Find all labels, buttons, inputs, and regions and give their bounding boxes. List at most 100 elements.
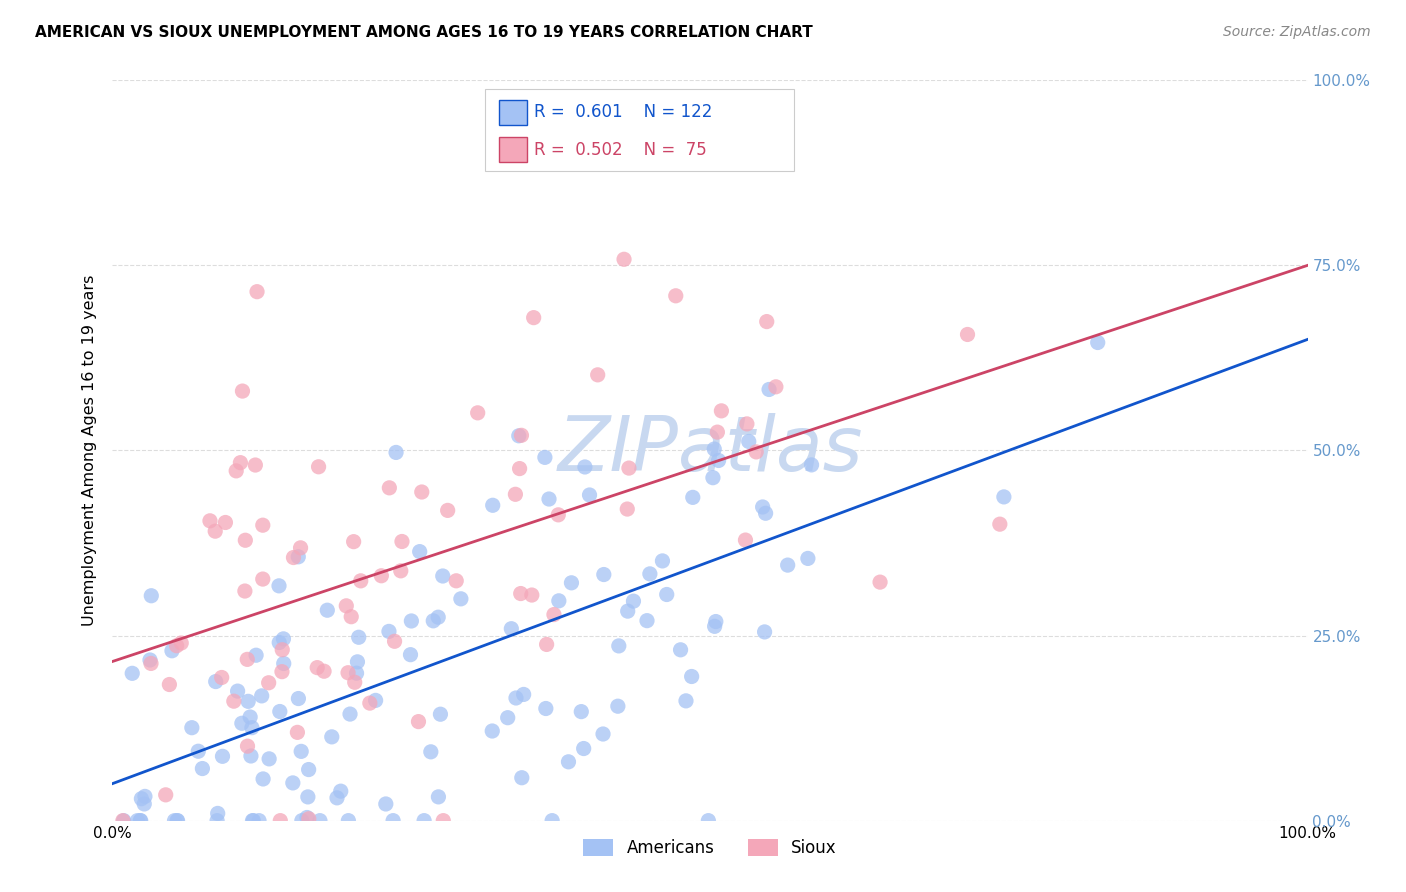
Text: R =  0.601    N = 122: R = 0.601 N = 122: [534, 103, 713, 121]
Sioux: [411, 485, 433, 500]
Americans: [337, 814, 360, 828]
Americans: [636, 614, 658, 628]
Americans: [409, 544, 432, 558]
Americans: [298, 763, 321, 777]
Sioux: [222, 694, 245, 708]
Americans: [245, 648, 267, 663]
Sioux: [257, 675, 280, 690]
Sioux: [505, 487, 527, 501]
Sioux: [343, 534, 366, 549]
Sioux: [252, 572, 274, 586]
Americans: [607, 639, 630, 653]
Sioux: [745, 445, 768, 459]
Sioux: [343, 675, 366, 690]
Americans: [112, 814, 135, 828]
Americans: [572, 741, 595, 756]
Americans: [316, 603, 339, 617]
Americans: [623, 594, 645, 608]
Sioux: [543, 607, 565, 622]
Americans: [592, 567, 614, 582]
Americans: [134, 789, 156, 804]
Sioux: [734, 533, 756, 547]
Sioux: [283, 550, 305, 565]
Sioux: [765, 380, 787, 394]
Americans: [252, 772, 274, 786]
Sioux: [389, 564, 412, 578]
Americans: [139, 653, 162, 667]
Sioux: [231, 384, 253, 398]
Americans: [541, 814, 564, 828]
Americans: [427, 610, 450, 624]
Sioux: [335, 599, 357, 613]
Americans: [616, 604, 638, 618]
Americans: [508, 429, 530, 443]
Sioux: [665, 289, 688, 303]
Sioux: [307, 660, 329, 674]
Americans: [205, 814, 228, 828]
Americans: [534, 450, 557, 465]
Sioux: [271, 642, 294, 657]
Americans: [326, 790, 349, 805]
Americans: [703, 619, 725, 633]
Americans: [481, 724, 503, 739]
Americans: [287, 691, 309, 706]
Americans: [329, 784, 352, 798]
Sioux: [308, 459, 330, 474]
Americans: [702, 471, 724, 485]
Americans: [557, 755, 579, 769]
Text: Source: ZipAtlas.com: Source: ZipAtlas.com: [1223, 25, 1371, 39]
Americans: [655, 587, 678, 601]
Sioux: [436, 503, 458, 517]
Sioux: [233, 533, 256, 548]
Americans: [273, 657, 295, 671]
Sioux: [225, 464, 247, 478]
Americans: [755, 506, 778, 520]
Americans: [481, 498, 503, 512]
Sioux: [586, 368, 609, 382]
Americans: [211, 749, 233, 764]
Americans: [697, 814, 720, 828]
Legend: Americans, Sioux: Americans, Sioux: [576, 832, 844, 864]
Americans: [134, 797, 156, 811]
Americans: [505, 690, 527, 705]
Americans: [180, 721, 202, 735]
Americans: [269, 635, 291, 649]
Sioux: [706, 425, 728, 439]
Americans: [121, 666, 143, 681]
Sioux: [290, 541, 312, 555]
Americans: [291, 814, 314, 828]
Americans: [267, 579, 290, 593]
Americans: [422, 614, 444, 628]
Americans: [191, 762, 214, 776]
Americans: [993, 490, 1015, 504]
Americans: [374, 797, 396, 811]
Americans: [297, 789, 319, 804]
Americans: [1087, 335, 1109, 350]
Americans: [273, 632, 295, 646]
Americans: [129, 814, 152, 828]
Americans: [427, 789, 450, 804]
Sioux: [269, 814, 291, 828]
Sioux: [246, 285, 269, 299]
Americans: [574, 459, 596, 474]
Americans: [776, 558, 799, 573]
Americans: [432, 569, 454, 583]
Americans: [401, 614, 423, 628]
Americans: [592, 727, 614, 741]
Americans: [429, 707, 451, 722]
Sioux: [988, 517, 1011, 532]
Americans: [413, 814, 436, 828]
Sioux: [204, 524, 226, 538]
Americans: [127, 814, 149, 828]
Americans: [651, 554, 673, 568]
Sioux: [536, 637, 558, 651]
Sioux: [139, 657, 162, 671]
Americans: [321, 730, 343, 744]
Sioux: [170, 636, 193, 650]
Americans: [399, 648, 422, 662]
Sioux: [111, 814, 134, 828]
Americans: [501, 622, 523, 636]
Sioux: [198, 514, 221, 528]
Text: ZIPatlas: ZIPatlas: [557, 414, 863, 487]
Sioux: [370, 568, 392, 582]
